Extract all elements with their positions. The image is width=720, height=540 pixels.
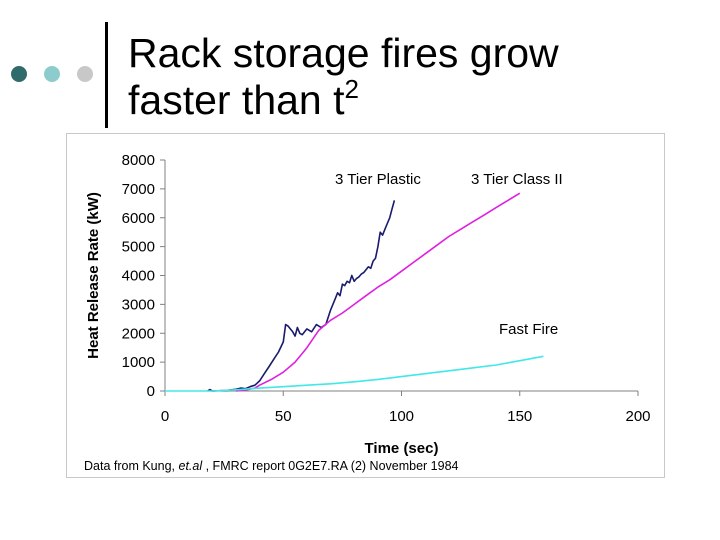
chart-axes: 0 1000 2000 3000 4000 5000 6000 7000 8000 0 50 100 1…	[85, 152, 651, 457]
series-line-3-tier-plastic	[207, 200, 396, 392]
y-tick-label: 1000	[122, 354, 155, 371]
series-label-3-tier-plastic: 3 Tier Plastic	[335, 171, 421, 188]
dot-light	[44, 66, 60, 82]
x-axis-title: Time (sec)	[365, 440, 439, 457]
heat-release-chart: 0 1000 2000 3000 4000 5000 6000 7000 8000 0 50 100 1…	[85, 152, 651, 457]
series-line-3-tier-class-ii	[235, 192, 521, 392]
slide-title: Rack storage fires grow faster than t2	[128, 30, 559, 124]
caption-italic: et.al	[178, 459, 203, 473]
series-label-3-tier-class-ii: 3 Tier Class II	[471, 171, 563, 188]
chart-labels: 3 Tier Plastic 3 Tier Class II Fast Fire	[335, 171, 563, 338]
title-superscript: 2	[344, 74, 359, 104]
y-tick-label: 8000	[122, 152, 155, 169]
y-tick-label: 4000	[122, 268, 155, 285]
series-line-fast-fire	[165, 355, 544, 392]
y-tick-label: 6000	[122, 210, 155, 227]
x-tick-label: 200	[625, 408, 650, 425]
x-tick-label: 150	[507, 408, 532, 425]
y-tick-label: 2000	[122, 325, 155, 342]
title-divider	[105, 22, 108, 128]
data-source-caption: Data from Kung, et.al , FMRC report 0G2E…	[84, 459, 459, 473]
x-tick-label: 0	[161, 408, 169, 425]
y-tick-label: 0	[147, 383, 155, 400]
dot-grey	[77, 66, 93, 82]
title-line-1: Rack storage fires grow	[128, 30, 559, 76]
series-label-fast-fire: Fast Fire	[499, 321, 558, 338]
y-tick-label: 5000	[122, 239, 155, 256]
chart-frame: 0 1000 2000 3000 4000 5000 6000 7000 8000 0 50 100 1…	[66, 133, 665, 478]
x-tick-label: 100	[389, 408, 414, 425]
caption-prefix: Data from Kung,	[84, 459, 179, 473]
y-tick-label: 3000	[122, 296, 155, 313]
dot-dark	[11, 66, 27, 82]
decorative-dots	[11, 66, 93, 82]
title-line-2: faster than t	[128, 77, 345, 123]
x-tick-label: 50	[275, 408, 292, 425]
caption-suffix: , FMRC report 0G2E7.RA (2) November 1984	[202, 459, 459, 473]
y-axis-title: Heat Release Rate (kW)	[85, 192, 102, 359]
chart-series	[165, 192, 544, 392]
y-tick-label: 7000	[122, 181, 155, 198]
